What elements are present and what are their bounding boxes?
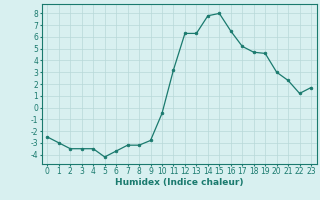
X-axis label: Humidex (Indice chaleur): Humidex (Indice chaleur) [115, 178, 244, 187]
